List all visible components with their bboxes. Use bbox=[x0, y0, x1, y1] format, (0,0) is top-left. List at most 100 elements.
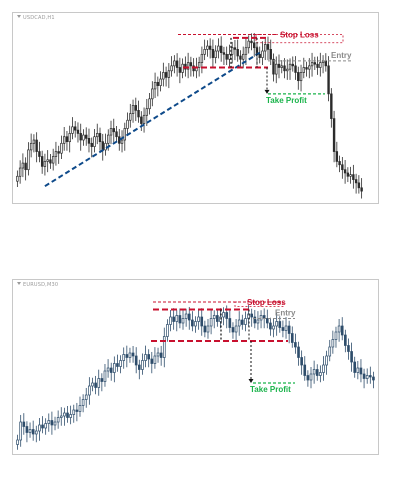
candle-body bbox=[57, 151, 60, 154]
candle-body bbox=[153, 355, 157, 364]
candle-body bbox=[217, 45, 220, 52]
candle-body bbox=[291, 63, 294, 67]
candle-body bbox=[353, 361, 357, 373]
candle-body bbox=[106, 367, 110, 372]
candle-body bbox=[200, 53, 204, 63]
entry-label: Entry bbox=[331, 51, 352, 60]
candle-body bbox=[22, 421, 26, 427]
candle-body bbox=[261, 50, 264, 58]
candle-body bbox=[62, 136, 66, 144]
candle-body bbox=[145, 108, 149, 116]
candle-body bbox=[228, 318, 232, 328]
candle-body bbox=[337, 325, 341, 333]
candle-body bbox=[241, 53, 245, 60]
symbol-text: EURUSD,M30 bbox=[23, 282, 59, 288]
trendline bbox=[44, 51, 261, 188]
candle-body bbox=[208, 45, 212, 50]
candle-body bbox=[319, 62, 322, 68]
candle-body bbox=[283, 65, 286, 72]
candle-body bbox=[308, 65, 311, 70]
candle-body bbox=[16, 175, 19, 182]
candle-body bbox=[119, 360, 122, 367]
candle-body bbox=[302, 67, 305, 73]
candle-body bbox=[253, 316, 257, 324]
candle-body bbox=[297, 346, 300, 358]
candle-body bbox=[98, 133, 102, 143]
candle-body bbox=[225, 312, 229, 319]
candle-body bbox=[278, 321, 282, 328]
candle-body bbox=[253, 42, 256, 49]
candle-body bbox=[338, 161, 341, 166]
candle-body bbox=[359, 367, 363, 375]
candle-body bbox=[34, 430, 38, 435]
candle-body bbox=[365, 375, 369, 379]
candle-body bbox=[109, 128, 113, 136]
candle-body bbox=[69, 414, 72, 418]
candle-body bbox=[38, 424, 41, 432]
candle-body bbox=[346, 172, 350, 177]
candle-body bbox=[162, 336, 166, 358]
candle-body bbox=[203, 49, 206, 55]
candle-body bbox=[32, 139, 36, 144]
candle-body bbox=[128, 352, 132, 358]
candle-body bbox=[164, 72, 168, 78]
candle-body bbox=[27, 149, 30, 171]
candle-body bbox=[90, 142, 93, 147]
candle-body bbox=[332, 118, 336, 152]
candle-body bbox=[372, 376, 375, 381]
candle-body bbox=[144, 354, 147, 361]
candle-body bbox=[313, 62, 317, 65]
candle-body bbox=[287, 325, 291, 334]
candle-body bbox=[331, 339, 335, 348]
candle-body bbox=[59, 415, 63, 418]
candle-body bbox=[368, 375, 372, 378]
candle-body bbox=[82, 134, 85, 141]
candle-body bbox=[134, 105, 138, 111]
candle-body bbox=[335, 151, 339, 162]
candle-body bbox=[96, 133, 99, 138]
candle-body bbox=[284, 325, 288, 331]
candle-body bbox=[354, 179, 358, 184]
candle-body bbox=[325, 355, 328, 366]
candle-body bbox=[93, 136, 96, 147]
candle-body bbox=[153, 81, 157, 90]
candle-body bbox=[191, 319, 194, 327]
candle-body bbox=[256, 319, 260, 324]
candle-body bbox=[46, 159, 49, 162]
candle-body bbox=[137, 364, 141, 370]
candle-body bbox=[68, 133, 71, 143]
candle-body bbox=[258, 53, 261, 58]
candle-body bbox=[123, 128, 126, 141]
candle-body bbox=[327, 65, 330, 95]
candle-body bbox=[312, 369, 316, 375]
candle-body bbox=[21, 162, 25, 169]
candle-body bbox=[228, 53, 231, 60]
candle-body bbox=[71, 126, 74, 134]
candle-body bbox=[87, 138, 91, 144]
candle-body bbox=[28, 429, 32, 433]
candle-body bbox=[31, 429, 35, 435]
stop-loss-label: Stop Loss bbox=[247, 298, 286, 307]
candle-body bbox=[280, 65, 283, 68]
candle-body bbox=[24, 162, 27, 171]
candle-body bbox=[137, 110, 140, 118]
candle-body bbox=[288, 63, 292, 70]
candle-body bbox=[231, 327, 235, 333]
candle-body bbox=[181, 318, 185, 324]
candle-body bbox=[211, 49, 215, 58]
candle-body bbox=[85, 134, 88, 139]
candle-body bbox=[219, 45, 223, 54]
candle-body bbox=[66, 412, 69, 418]
candle-body bbox=[94, 382, 97, 388]
candle-body bbox=[324, 60, 328, 67]
candle-body bbox=[169, 316, 172, 325]
candle-body bbox=[140, 116, 143, 124]
candle-body bbox=[294, 65, 297, 73]
projection-arrow-icon bbox=[248, 379, 254, 383]
symbol-text: USDCAD,H1 bbox=[23, 15, 55, 21]
candle-body bbox=[239, 55, 242, 60]
candle-body bbox=[81, 399, 85, 406]
candle-body bbox=[209, 318, 213, 327]
candle-body bbox=[178, 67, 182, 73]
candle-body bbox=[44, 423, 47, 429]
